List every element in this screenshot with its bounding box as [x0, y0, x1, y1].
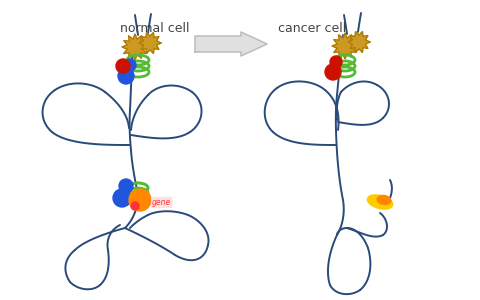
Polygon shape: [122, 34, 148, 60]
Circle shape: [116, 59, 130, 73]
Text: cancer cell: cancer cell: [278, 22, 346, 34]
Circle shape: [113, 189, 131, 207]
Circle shape: [118, 68, 134, 84]
Polygon shape: [195, 32, 267, 56]
Polygon shape: [348, 32, 370, 52]
Circle shape: [330, 56, 342, 68]
Circle shape: [124, 59, 136, 71]
Circle shape: [129, 189, 151, 211]
Text: normal cell: normal cell: [120, 22, 190, 34]
Ellipse shape: [377, 195, 391, 205]
Circle shape: [131, 202, 139, 210]
Text: gene: gene: [152, 198, 171, 207]
Circle shape: [119, 179, 133, 193]
Polygon shape: [139, 32, 161, 53]
Circle shape: [325, 64, 341, 80]
Polygon shape: [332, 33, 358, 59]
Ellipse shape: [367, 195, 393, 209]
